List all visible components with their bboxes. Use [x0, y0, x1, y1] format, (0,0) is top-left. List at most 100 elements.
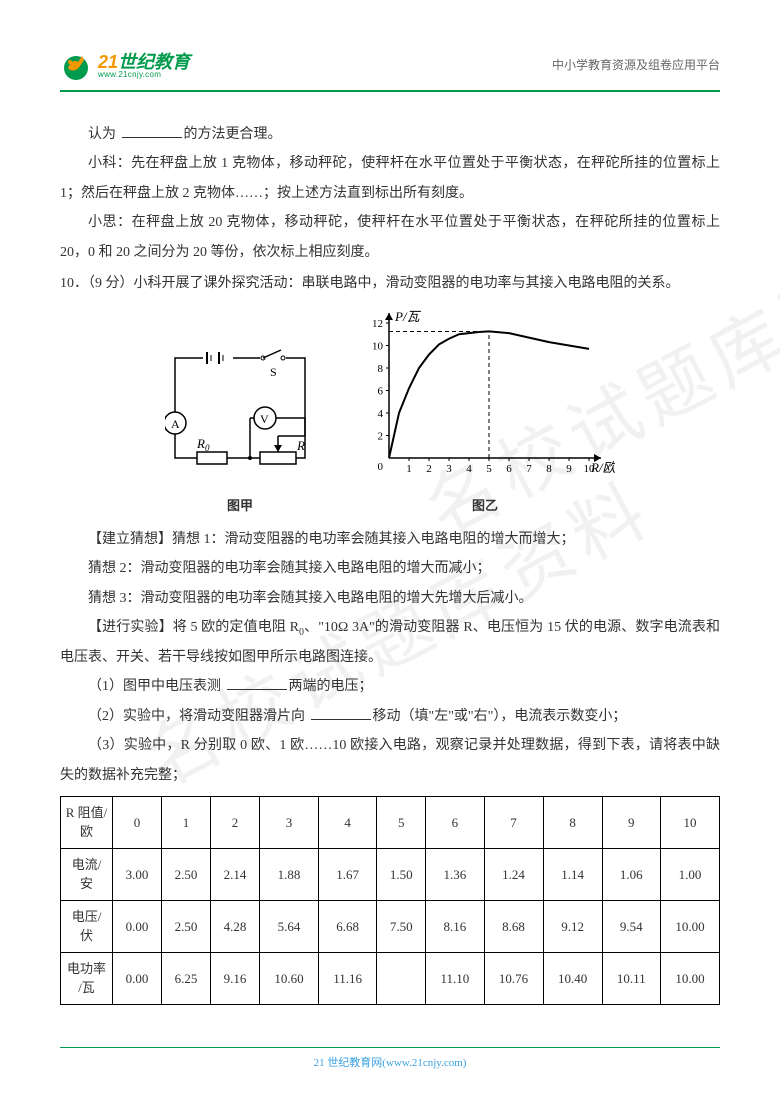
table-cell: 10.60 — [259, 952, 318, 1004]
hypothesis-3: 猜想 3：滑动变阻器的电功率会随其接入电路电阻的增大先增大后减小。 — [60, 584, 720, 613]
table-cell: 4 — [318, 796, 376, 848]
document-body: 认为 的方法更合理。 小科：先在秤盘上放 1 克物体，移动秤砣，使秤杆在水平位置… — [60, 120, 720, 1005]
svg-text:6: 6 — [378, 386, 384, 398]
table-cell: 0 — [113, 796, 162, 848]
table-cell: 6 — [426, 796, 484, 848]
table-cell: 10.76 — [484, 952, 543, 1004]
svg-text:10: 10 — [372, 341, 384, 353]
figure-chart: 24681012012345678910P/瓦R/欧 图乙 — [355, 308, 615, 519]
table-cell: 8.68 — [484, 900, 543, 952]
table-cell: 9.16 — [210, 952, 259, 1004]
table-cell: 5.64 — [259, 900, 318, 952]
figure-caption-right: 图乙 — [355, 492, 615, 519]
table-cell: 0.00 — [113, 900, 162, 952]
figure-circuit: S A R0 R V 图甲 — [165, 348, 315, 519]
table-cell: 1.14 — [543, 848, 602, 900]
svg-text:P/瓦: P/瓦 — [394, 309, 422, 324]
table-cell: 1.36 — [426, 848, 484, 900]
svg-text:R: R — [296, 438, 305, 453]
table-row-header: 电功率/瓦 — [61, 952, 113, 1004]
svg-text:5: 5 — [486, 463, 492, 475]
table-cell: 10.40 — [543, 952, 602, 1004]
table-cell: 10.00 — [660, 900, 719, 952]
svg-text:3: 3 — [446, 463, 452, 475]
table-cell: 1.88 — [259, 848, 318, 900]
svg-text:V: V — [260, 412, 269, 426]
logo-url: www.21cnjy.com — [98, 71, 190, 79]
table-cell: 8 — [543, 796, 602, 848]
experiment-setup: 【进行实验】将 5 欧的定值电阻 R0、"10Ω 3A"的滑动变阻器 R、电压恒… — [60, 613, 720, 672]
data-table: R 阻值/欧012345678910电流/安3.002.502.141.881.… — [60, 796, 720, 1005]
svg-text:2: 2 — [378, 431, 384, 443]
hypothesis-2: 猜想 2：滑动变阻器的电功率会随其接入电路电阻的增大而减小； — [60, 554, 720, 583]
svg-text:1: 1 — [406, 463, 412, 475]
figure-caption-left: 图甲 — [165, 492, 315, 519]
table-cell: 2.14 — [210, 848, 259, 900]
table-cell: 10.11 — [602, 952, 660, 1004]
blank-input[interactable] — [227, 676, 287, 690]
svg-text:12: 12 — [372, 318, 383, 330]
table-cell: 3 — [259, 796, 318, 848]
table-cell: 10.00 — [660, 952, 719, 1004]
svg-text:S: S — [270, 365, 277, 379]
table-cell: 7.50 — [377, 900, 426, 952]
table-cell: 2.50 — [161, 848, 210, 900]
table-cell: 2.50 — [161, 900, 210, 952]
logo-text: 21世纪教育 — [98, 53, 190, 71]
table-cell: 6.68 — [318, 900, 376, 952]
table-cell: 1.24 — [484, 848, 543, 900]
table-cell: 11.16 — [318, 952, 376, 1004]
paragraph-continuation: 认为 的方法更合理。 — [60, 120, 720, 149]
table-cell: 1.00 — [660, 848, 719, 900]
svg-text:7: 7 — [526, 463, 532, 475]
logo-icon — [60, 50, 92, 82]
svg-text:R/欧: R/欧 — [590, 460, 615, 475]
table-cell: 5 — [377, 796, 426, 848]
blank-input[interactable] — [122, 124, 182, 138]
circuit-diagram: S A R0 R V — [165, 348, 315, 478]
svg-text:R0: R0 — [196, 436, 210, 453]
step-1: （1）图甲中电压表测 两端的电压； — [60, 672, 720, 701]
table-cell: 0.00 — [113, 952, 162, 1004]
logo: 21世纪教育 www.21cnjy.com — [60, 50, 190, 82]
table-cell — [377, 952, 426, 1004]
svg-text:0: 0 — [378, 461, 384, 473]
svg-text:2: 2 — [426, 463, 432, 475]
header-subtitle: 中小学教育资源及组卷应用平台 — [552, 53, 720, 78]
svg-text:4: 4 — [378, 408, 384, 420]
table-row-header: 电压/伏 — [61, 900, 113, 952]
hypothesis-1: 【建立猜想】猜想 1：滑动变阻器的电功率会随其接入电路电阻的增大而增大； — [60, 525, 720, 554]
blank-input[interactable] — [311, 706, 371, 720]
table-cell: 6.25 — [161, 952, 210, 1004]
table-cell: 9.12 — [543, 900, 602, 952]
page-header: 21世纪教育 www.21cnjy.com 中小学教育资源及组卷应用平台 — [60, 50, 720, 92]
table-row-header: R 阻值/欧 — [61, 796, 113, 848]
table-cell: 1 — [161, 796, 210, 848]
table-cell: 9.54 — [602, 900, 660, 952]
table-cell: 11.10 — [426, 952, 484, 1004]
table-cell: 1.50 — [377, 848, 426, 900]
step-2: （2）实验中，将滑动变阻器滑片向 移动（填"左"或"右"），电流表示数变小； — [60, 702, 720, 731]
table-cell: 1.06 — [602, 848, 660, 900]
table-cell: 2 — [210, 796, 259, 848]
table-cell: 9 — [602, 796, 660, 848]
paragraph-xiaosi: 小思：在秤盘上放 20 克物体，移动秤砣，使秤杆在水平位置处于平衡状态，在秤砣所… — [60, 208, 720, 267]
svg-text:9: 9 — [566, 463, 572, 475]
svg-text:A: A — [171, 417, 180, 431]
power-resistance-chart: 24681012012345678910P/瓦R/欧 — [355, 308, 615, 478]
svg-text:8: 8 — [378, 363, 384, 375]
table-cell: 8.16 — [426, 900, 484, 952]
svg-text:6: 6 — [506, 463, 512, 475]
svg-text:8: 8 — [546, 463, 552, 475]
table-cell: 4.28 — [210, 900, 259, 952]
figure-row: S A R0 R V 图甲 — [60, 308, 720, 519]
table-row-header: 电流/安 — [61, 848, 113, 900]
page-footer: 21 世纪教育网(www.21cnjy.com) — [60, 1047, 720, 1075]
paragraph-xiaoke: 小科：先在秤盘上放 1 克物体，移动秤砣，使秤杆在水平位置处于平衡状态，在秤砣所… — [60, 149, 720, 208]
svg-text:4: 4 — [466, 463, 472, 475]
table-cell: 10 — [660, 796, 719, 848]
table-cell: 7 — [484, 796, 543, 848]
question-10: 10．（9 分）小科开展了课外探究活动：串联电路中，滑动变阻器的电功率与其接入电… — [60, 269, 720, 298]
table-cell: 1.67 — [318, 848, 376, 900]
step-3: （3）实验中，R 分别取 0 欧、1 欧……10 欧接入电路，观察记录并处理数据… — [60, 731, 720, 790]
